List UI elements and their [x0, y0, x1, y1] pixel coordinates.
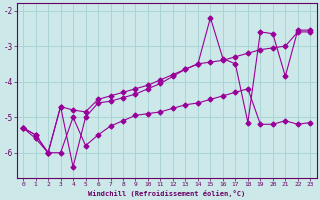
X-axis label: Windchill (Refroidissement éolien,°C): Windchill (Refroidissement éolien,°C): [88, 190, 245, 197]
